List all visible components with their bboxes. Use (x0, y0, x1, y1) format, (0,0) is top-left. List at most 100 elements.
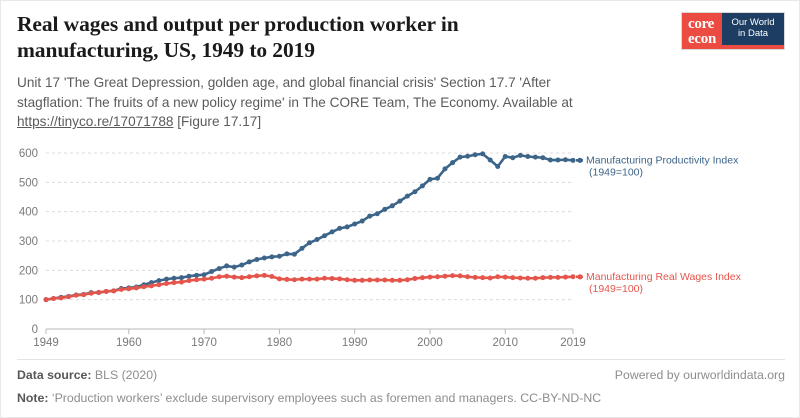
data-point[interactable] (209, 269, 215, 275)
data-point[interactable] (359, 218, 365, 224)
data-point[interactable] (307, 240, 312, 246)
data-point[interactable] (540, 275, 546, 281)
data-point[interactable] (517, 152, 523, 158)
data-point[interactable] (487, 275, 493, 281)
data-point[interactable] (156, 282, 162, 288)
data-point[interactable] (96, 289, 102, 295)
data-point[interactable] (126, 286, 132, 292)
data-point[interactable] (148, 283, 154, 289)
data-point[interactable] (179, 275, 185, 281)
data-point[interactable] (367, 277, 373, 283)
data-point[interactable] (186, 278, 192, 284)
data-point[interactable] (397, 198, 403, 204)
data-point[interactable] (216, 266, 222, 272)
data-point[interactable] (457, 273, 463, 279)
data-point[interactable] (58, 295, 64, 301)
data-point[interactable] (133, 285, 139, 291)
data-point[interactable] (480, 275, 486, 281)
data-point[interactable] (314, 276, 320, 282)
data-point[interactable] (525, 154, 531, 160)
data-point[interactable] (547, 157, 553, 163)
data-point[interactable] (450, 160, 456, 166)
data-point[interactable] (276, 276, 282, 282)
data-point[interactable] (254, 256, 260, 262)
data-point[interactable] (495, 163, 501, 169)
data-point[interactable] (367, 213, 373, 219)
data-point[interactable] (194, 272, 200, 278)
data-point[interactable] (517, 275, 523, 281)
data-point[interactable] (419, 275, 425, 281)
data-point[interactable] (465, 153, 471, 159)
data-point[interactable] (359, 277, 365, 283)
data-point[interactable] (201, 276, 207, 282)
data-point[interactable] (314, 237, 320, 243)
data-point[interactable] (344, 224, 350, 230)
data-point[interactable] (276, 253, 282, 259)
data-point[interactable] (231, 274, 237, 280)
data-point[interactable] (555, 157, 561, 163)
data-point[interactable] (547, 274, 553, 280)
data-point[interactable] (389, 277, 395, 283)
logo-lockup[interactable]: core econ Our World in Data (681, 12, 785, 50)
data-point[interactable] (307, 276, 312, 282)
data-point[interactable] (239, 275, 245, 281)
data-point[interactable] (246, 259, 252, 265)
data-point[interactable] (163, 276, 169, 282)
data-point[interactable] (171, 275, 177, 281)
data-point[interactable] (239, 262, 245, 268)
data-point[interactable] (73, 292, 79, 298)
data-point[interactable] (88, 290, 94, 296)
data-point[interactable] (156, 278, 162, 284)
data-point[interactable] (322, 233, 328, 239)
data-point[interactable] (570, 157, 576, 163)
data-point[interactable] (179, 279, 185, 285)
data-point[interactable] (216, 274, 222, 280)
data-point[interactable] (352, 221, 358, 227)
data-point[interactable] (374, 277, 380, 283)
data-point[interactable] (43, 297, 49, 303)
data-point[interactable] (209, 275, 215, 281)
data-point[interactable] (329, 229, 335, 235)
data-point[interactable] (525, 275, 531, 281)
data-point[interactable] (562, 157, 568, 163)
data-point[interactable] (81, 292, 87, 298)
data-point[interactable] (532, 275, 538, 281)
data-point[interactable] (472, 274, 478, 280)
series-points[interactable] (43, 151, 576, 303)
data-point[interactable] (427, 274, 433, 280)
line-chart[interactable]: 0 100 200 300 400 500 600 1949 1960 1970 1980 1990… (1, 137, 800, 347)
data-point[interactable] (502, 274, 508, 280)
data-point[interactable] (427, 176, 433, 182)
data-point[interactable] (389, 203, 395, 209)
data-point[interactable] (570, 274, 576, 280)
data-point[interactable] (261, 272, 267, 278)
data-point[interactable] (329, 276, 335, 282)
data-point[interactable] (269, 254, 275, 260)
subtitle-link[interactable]: https://tinyco.re/17071788 (17, 114, 174, 129)
data-point[interactable] (284, 251, 290, 257)
data-point[interactable] (171, 280, 177, 286)
data-point[interactable] (502, 154, 508, 160)
data-point[interactable] (404, 277, 410, 283)
data-point[interactable] (322, 275, 328, 281)
data-point[interactable] (465, 274, 471, 280)
data-point[interactable] (540, 155, 546, 161)
data-point[interactable] (374, 211, 380, 217)
data-point[interactable] (480, 151, 486, 157)
powered-by[interactable]: Powered by ourworldindata.org (614, 368, 785, 382)
data-point[interactable] (194, 277, 200, 283)
data-point[interactable] (269, 273, 275, 279)
data-point[interactable] (344, 277, 350, 283)
data-point[interactable] (472, 152, 478, 158)
data-point[interactable] (419, 183, 425, 189)
data-point[interactable] (291, 251, 297, 257)
data-point[interactable] (450, 273, 456, 279)
data-point[interactable] (532, 154, 538, 160)
data-point[interactable] (434, 175, 440, 181)
data-point[interactable] (555, 274, 561, 280)
data-point[interactable] (397, 277, 403, 283)
data-point[interactable] (261, 255, 267, 261)
data-point[interactable] (495, 274, 501, 280)
data-point[interactable] (299, 276, 305, 282)
data-point[interactable] (66, 294, 72, 300)
